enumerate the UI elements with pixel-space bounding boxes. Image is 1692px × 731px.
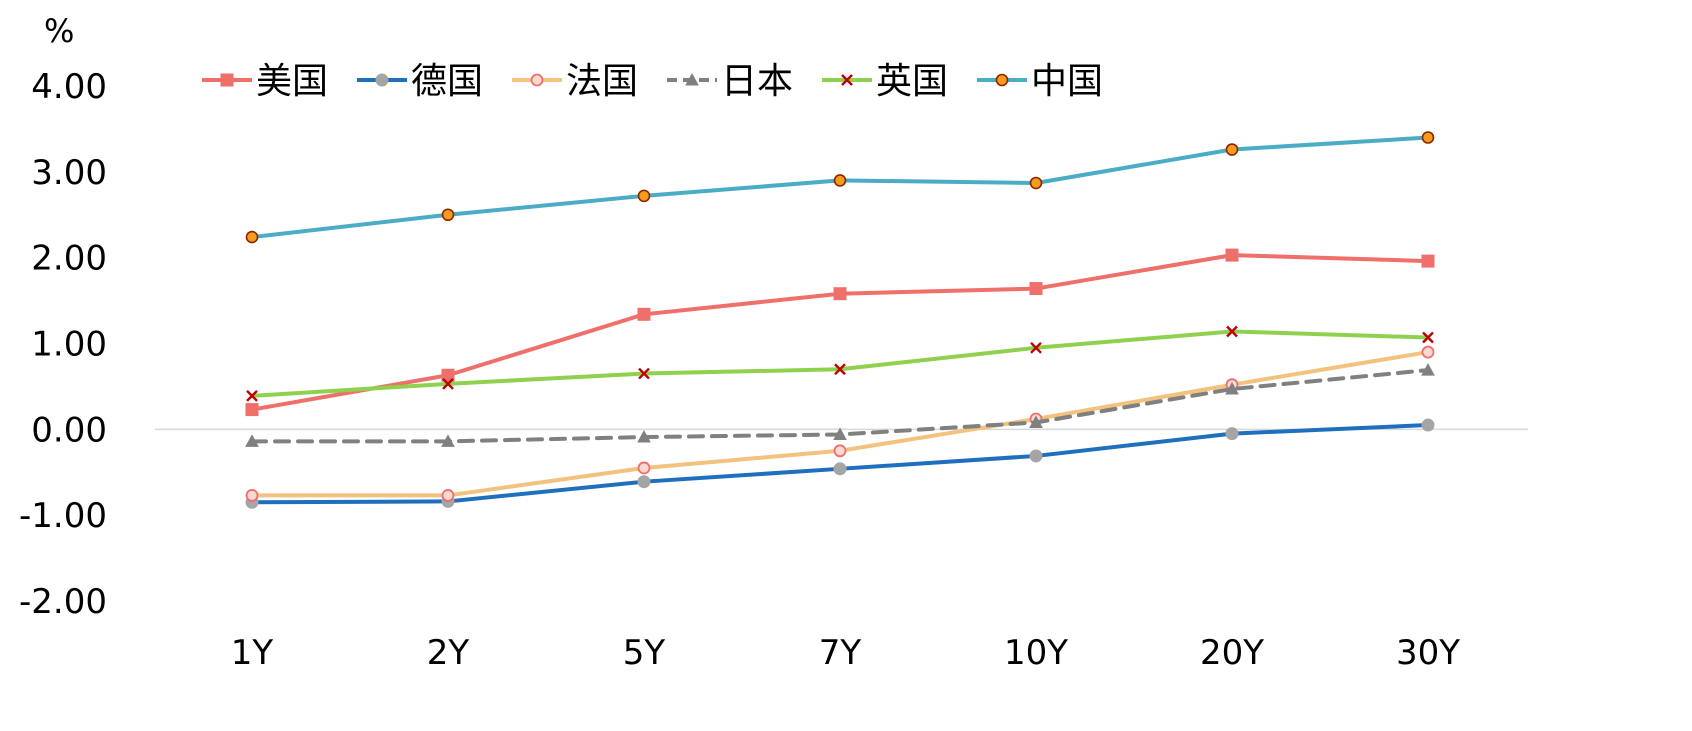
x-tick-label: 20Y: [1200, 633, 1264, 673]
y-axis-unit-label: %: [44, 12, 74, 50]
x-tick-label: 2Y: [427, 633, 470, 673]
legend-item: 德国: [357, 61, 483, 102]
legend: 美国 德国 法国 日本 英国 中国: [202, 61, 1103, 102]
data-point: [246, 390, 258, 402]
data-point: [442, 377, 454, 390]
data-point: [1226, 325, 1238, 338]
legend-item: 英国: [822, 61, 948, 102]
series-4: [245, 363, 1435, 447]
legend-label: 日本: [721, 61, 793, 102]
data-point: [1421, 418, 1435, 432]
x-tick-label: 7Y: [819, 633, 862, 673]
data-point: [245, 230, 259, 244]
legend-item: 美国: [202, 61, 328, 102]
data-point: [441, 208, 455, 222]
data-point: [834, 363, 846, 376]
data-point: [637, 189, 651, 203]
y-tick-label: 3.00: [31, 153, 107, 193]
x-tick-label: 10Y: [1004, 633, 1068, 673]
data-point: [1421, 345, 1435, 359]
y-axis-ticks: 4.00 3.00 2.00 1.00 0.00 -1.00 -2.00: [19, 67, 107, 622]
legend-item: 法国: [512, 61, 638, 102]
series-5: [246, 325, 1434, 402]
y-tick-label: -2.00: [19, 582, 107, 622]
legend-item: 日本: [667, 61, 793, 102]
data-point: [833, 427, 847, 440]
series-1: [245, 248, 1435, 417]
x-tick-label: 5Y: [623, 633, 666, 673]
data-point: [833, 444, 847, 458]
data-point: [1029, 176, 1043, 190]
data-point: [1225, 381, 1239, 395]
data-point: [1029, 282, 1043, 296]
data-point: [833, 174, 847, 187]
legend-label: 中国: [1031, 61, 1103, 102]
y-tick-label: -1.00: [19, 496, 107, 536]
legend-marker: [375, 73, 389, 87]
data-point: [1029, 449, 1043, 463]
data-point: [1029, 415, 1043, 428]
legend-label: 法国: [566, 61, 638, 102]
data-point: [441, 489, 455, 502]
y-tick-label: 4.00: [31, 67, 107, 107]
data-point: [637, 461, 651, 475]
data-point: [245, 403, 259, 417]
x-tick-label: 30Y: [1396, 633, 1460, 673]
data-point: [638, 367, 650, 380]
data-point: [637, 430, 651, 443]
x-axis-ticks: 1Y 2Y 5Y 7Y 10Y 20Y 30Y: [231, 633, 1460, 673]
data-point: [833, 287, 847, 301]
data-point: [1421, 131, 1435, 144]
series-6: [245, 131, 1435, 244]
y-tick-label: 1.00: [31, 325, 107, 365]
series-lines: [245, 131, 1435, 509]
data-point: [1421, 254, 1435, 268]
x-tick-label: 1Y: [231, 633, 274, 673]
legend-marker: [841, 74, 853, 86]
y-tick-label: 0.00: [31, 410, 107, 450]
legend-marker: [530, 73, 544, 87]
y-tick-label: 2.00: [31, 239, 107, 279]
data-point: [1422, 331, 1434, 344]
data-point: [245, 489, 259, 502]
data-point: [833, 462, 847, 476]
legend-label: 德国: [411, 61, 483, 102]
data-point: [1225, 248, 1239, 262]
legend-marker: [995, 73, 1009, 87]
legend-marker: [220, 73, 234, 87]
data-point: [637, 475, 651, 489]
legend-label: 英国: [876, 61, 948, 102]
data-point: [1421, 363, 1435, 376]
legend-label: 美国: [256, 61, 328, 102]
legend-item: 中国: [977, 61, 1103, 102]
data-point: [245, 434, 259, 447]
data-point: [1225, 143, 1239, 156]
data-point: [441, 368, 455, 382]
legend-marker: [685, 72, 699, 86]
data-point: [1030, 341, 1042, 354]
data-point: [441, 434, 455, 447]
series-line: [250, 135, 1430, 240]
data-point: [637, 307, 651, 321]
data-point: [1225, 427, 1239, 441]
